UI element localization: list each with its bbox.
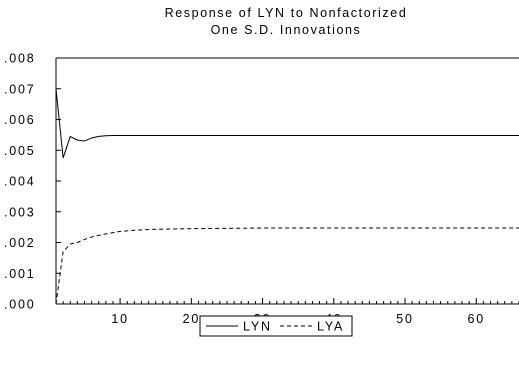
y-axis: .000 .001 .002 .003 .004 .005 .006 .007 .008 [4, 52, 61, 312]
legend-box [199, 315, 353, 337]
chart-title: Response of LYN to Nonfactorized [165, 6, 408, 20]
x-tick-label: 60 [468, 312, 486, 326]
legend: LYN LYA [199, 315, 353, 337]
y-tick-label: .004 [4, 175, 36, 189]
y-tick-label: .003 [4, 205, 36, 219]
y-tick-label: .007 [4, 82, 36, 96]
x-tick-label: 20 [183, 312, 201, 326]
series-lines [55, 88, 519, 305]
series-line-lyn [55, 88, 519, 159]
y-tick-label: .008 [4, 52, 36, 66]
y-tick-label: .006 [4, 113, 36, 127]
y-tick-label: .001 [4, 267, 36, 281]
y-tick-label: .002 [4, 236, 36, 250]
y-tick-label: .005 [4, 144, 36, 158]
x-tick-label: 10 [111, 312, 129, 326]
x-tick-label: 50 [396, 312, 414, 326]
y-tick-label: .000 [4, 298, 36, 312]
legend-label-lya: LYA [317, 320, 344, 334]
series-line-lya [55, 227, 519, 305]
legend-label-lyn: LYN [243, 320, 272, 334]
chart-subtitle: One S.D. Innovations [211, 23, 362, 37]
